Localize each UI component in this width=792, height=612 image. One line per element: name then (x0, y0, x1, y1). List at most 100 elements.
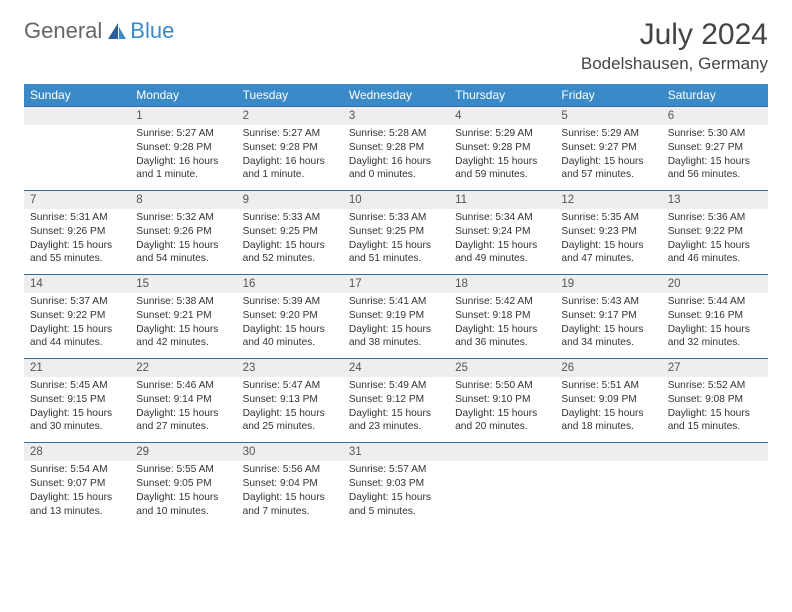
day-number-cell: 3 (343, 107, 449, 126)
day-data-cell (662, 461, 768, 526)
day-number-row: 28293031 (24, 443, 768, 462)
day-number-cell: 2 (237, 107, 343, 126)
day-data-line: and 54 minutes. (136, 252, 230, 266)
day-data-cell: Sunrise: 5:27 AMSunset: 9:28 PMDaylight:… (130, 125, 236, 191)
day-number-cell: 14 (24, 275, 130, 294)
day-data-cell: Sunrise: 5:37 AMSunset: 9:22 PMDaylight:… (24, 293, 130, 359)
day-data-line: Daylight: 15 hours (455, 155, 549, 169)
day-data-cell: Sunrise: 5:42 AMSunset: 9:18 PMDaylight:… (449, 293, 555, 359)
day-data-line: and 30 minutes. (30, 420, 124, 434)
day-data-line: Sunset: 9:17 PM (561, 309, 655, 323)
day-data-line: Sunset: 9:28 PM (243, 141, 337, 155)
day-data-row: Sunrise: 5:45 AMSunset: 9:15 PMDaylight:… (24, 377, 768, 443)
day-data-cell: Sunrise: 5:35 AMSunset: 9:23 PMDaylight:… (555, 209, 661, 275)
day-data-line: Sunrise: 5:38 AM (136, 295, 230, 309)
day-data-line: Sunrise: 5:49 AM (349, 379, 443, 393)
day-data-line: Daylight: 15 hours (243, 407, 337, 421)
day-data-line: Sunrise: 5:34 AM (455, 211, 549, 225)
day-data-line: Sunset: 9:28 PM (349, 141, 443, 155)
day-data-line: and 42 minutes. (136, 336, 230, 350)
day-data-line: Sunrise: 5:31 AM (30, 211, 124, 225)
day-number-cell: 25 (449, 359, 555, 378)
day-data-line: and 15 minutes. (668, 420, 762, 434)
day-data-cell: Sunrise: 5:32 AMSunset: 9:26 PMDaylight:… (130, 209, 236, 275)
day-data-line: Sunset: 9:16 PM (668, 309, 762, 323)
day-data-cell: Sunrise: 5:43 AMSunset: 9:17 PMDaylight:… (555, 293, 661, 359)
day-data-line: Sunrise: 5:45 AM (30, 379, 124, 393)
day-data-line: Daylight: 15 hours (455, 323, 549, 337)
day-data-line: Sunrise: 5:42 AM (455, 295, 549, 309)
day-data-line: and 44 minutes. (30, 336, 124, 350)
day-data-line: Sunrise: 5:27 AM (136, 127, 230, 141)
weekday-header: Monday (130, 84, 236, 107)
day-data-line: Sunset: 9:28 PM (455, 141, 549, 155)
day-number-cell: 18 (449, 275, 555, 294)
day-number-cell: 20 (662, 275, 768, 294)
day-data-line: Sunrise: 5:36 AM (668, 211, 762, 225)
day-data-cell: Sunrise: 5:34 AMSunset: 9:24 PMDaylight:… (449, 209, 555, 275)
day-data-cell: Sunrise: 5:54 AMSunset: 9:07 PMDaylight:… (24, 461, 130, 526)
day-data-cell: Sunrise: 5:52 AMSunset: 9:08 PMDaylight:… (662, 377, 768, 443)
day-data-line: and 1 minute. (136, 168, 230, 182)
day-number-cell: 26 (555, 359, 661, 378)
day-data-line: Sunset: 9:10 PM (455, 393, 549, 407)
day-data-cell: Sunrise: 5:49 AMSunset: 9:12 PMDaylight:… (343, 377, 449, 443)
weekday-header: Thursday (449, 84, 555, 107)
month-title: July 2024 (581, 18, 768, 52)
day-data-line: Sunset: 9:20 PM (243, 309, 337, 323)
day-data-cell: Sunrise: 5:31 AMSunset: 9:26 PMDaylight:… (24, 209, 130, 275)
day-data-line: Daylight: 16 hours (349, 155, 443, 169)
day-data-line: Sunset: 9:25 PM (349, 225, 443, 239)
day-number-cell: 24 (343, 359, 449, 378)
day-data-line: Sunset: 9:14 PM (136, 393, 230, 407)
day-data-cell: Sunrise: 5:46 AMSunset: 9:14 PMDaylight:… (130, 377, 236, 443)
day-data-cell: Sunrise: 5:50 AMSunset: 9:10 PMDaylight:… (449, 377, 555, 443)
day-data-line: and 18 minutes. (561, 420, 655, 434)
day-number-cell: 22 (130, 359, 236, 378)
day-data-line: Daylight: 15 hours (349, 491, 443, 505)
day-data-line: and 59 minutes. (455, 168, 549, 182)
day-data-line: Sunrise: 5:43 AM (561, 295, 655, 309)
day-number-cell: 4 (449, 107, 555, 126)
day-number-cell: 7 (24, 191, 130, 210)
day-number-cell (449, 443, 555, 462)
day-number-row: 21222324252627 (24, 359, 768, 378)
weekday-header-row: SundayMondayTuesdayWednesdayThursdayFrid… (24, 84, 768, 107)
day-data-cell: Sunrise: 5:39 AMSunset: 9:20 PMDaylight:… (237, 293, 343, 359)
day-data-line: Sunset: 9:19 PM (349, 309, 443, 323)
day-data-cell: Sunrise: 5:38 AMSunset: 9:21 PMDaylight:… (130, 293, 236, 359)
day-number-cell: 17 (343, 275, 449, 294)
day-data-cell: Sunrise: 5:41 AMSunset: 9:19 PMDaylight:… (343, 293, 449, 359)
day-number-cell: 28 (24, 443, 130, 462)
day-data-line: Sunset: 9:26 PM (30, 225, 124, 239)
day-data-line: Sunset: 9:08 PM (668, 393, 762, 407)
day-data-cell (24, 125, 130, 191)
day-data-row: Sunrise: 5:37 AMSunset: 9:22 PMDaylight:… (24, 293, 768, 359)
day-data-row: Sunrise: 5:31 AMSunset: 9:26 PM Daylight:… (24, 209, 768, 275)
day-data-line: Sunset: 9:22 PM (30, 309, 124, 323)
day-data-line: Daylight: 15 hours (668, 239, 762, 253)
day-number-cell: 23 (237, 359, 343, 378)
day-data-line: Sunset: 9:12 PM (349, 393, 443, 407)
brand-part2: Blue (130, 18, 174, 44)
weekday-header: Saturday (662, 84, 768, 107)
title-block: July 2024 Bodelshausen, Germany (581, 18, 768, 74)
weekday-header: Sunday (24, 84, 130, 107)
day-data-cell: Sunrise: 5:33 AMSunset: 9:25 PMDaylight:… (343, 209, 449, 275)
day-data-line: and 13 minutes. (30, 505, 124, 519)
day-data-line: and 23 minutes. (349, 420, 443, 434)
calendar-table: SundayMondayTuesdayWednesdayThursdayFrid… (24, 84, 768, 526)
day-number-cell (662, 443, 768, 462)
day-data-line: and 36 minutes. (455, 336, 549, 350)
day-data-line: Daylight: 15 hours (349, 239, 443, 253)
day-data-line: Sunset: 9:09 PM (561, 393, 655, 407)
day-data-cell: Sunrise: 5:57 AMSunset: 9:03 PMDaylight:… (343, 461, 449, 526)
day-number-cell: 9 (237, 191, 343, 210)
day-data-line: Sunrise: 5:52 AM (668, 379, 762, 393)
day-data-line: Daylight: 15 hours (561, 155, 655, 169)
day-data-cell: Sunrise: 5:30 AMSunset: 9:27 PMDaylight:… (662, 125, 768, 191)
weekday-header: Tuesday (237, 84, 343, 107)
day-number-cell: 29 (130, 443, 236, 462)
day-data-line: and 56 minutes. (668, 168, 762, 182)
day-data-line: Sunrise: 5:27 AM (243, 127, 337, 141)
